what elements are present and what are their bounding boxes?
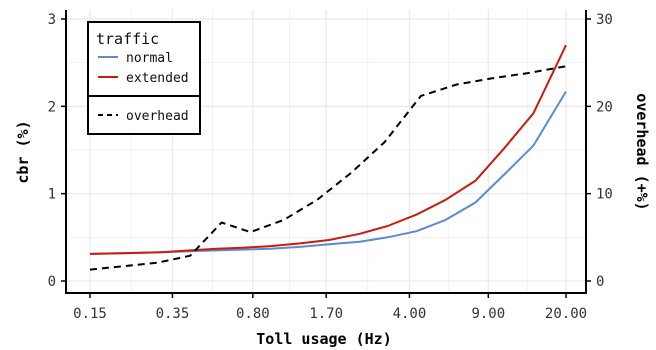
- y-tick-label: 1: [48, 187, 56, 203]
- x-tick-label: 9.00: [471, 306, 505, 322]
- series-lines: [89, 44, 567, 271]
- y-tick-label: 0: [48, 274, 56, 290]
- x-tick-label: 0.80: [236, 306, 270, 322]
- y2-ticks: 0 10 20 30: [586, 12, 613, 290]
- x-axis-title: Toll usage (Hz): [256, 330, 391, 348]
- y2-tick-label: 30: [596, 12, 613, 28]
- legend-label-extended: extended: [126, 71, 189, 86]
- series-line-extended: [89, 44, 567, 255]
- y-tick-label: 3: [48, 12, 56, 28]
- y2-axis-title: overhead (+%): [633, 93, 651, 210]
- y-tick-label: 2: [48, 99, 56, 115]
- legend-label-overhead: overhead: [126, 109, 189, 124]
- x-tick-label: 4.00: [393, 306, 427, 322]
- legend: traffic normal extended overhead: [87, 21, 201, 135]
- x-tick-label: 1.70: [309, 306, 343, 322]
- x-ticks: 0.15 0.35 0.80 1.70 4.00 9.00 20.00: [73, 293, 587, 322]
- legend-label-normal: normal: [126, 51, 173, 66]
- x-tick-label: 0.35: [156, 306, 190, 322]
- y2-tick-label: 10: [596, 187, 613, 203]
- x-tick-label: 20.00: [545, 306, 587, 322]
- legend-title: traffic: [96, 30, 159, 48]
- x-tick-label: 0.15: [73, 306, 107, 322]
- series-line-overhead: [89, 65, 567, 271]
- y2-tick-label: 0: [596, 274, 604, 290]
- y-ticks: 0 1 2 3: [48, 12, 66, 290]
- y-axis-title: cbr (%): [14, 120, 32, 183]
- legend-box-overhead: [87, 95, 201, 135]
- y2-tick-label: 20: [596, 99, 613, 115]
